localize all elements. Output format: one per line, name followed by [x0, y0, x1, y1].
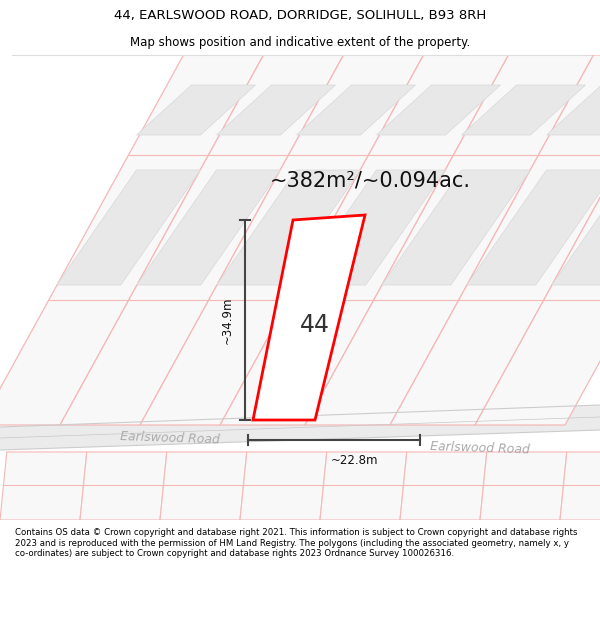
Polygon shape: [297, 170, 445, 285]
Polygon shape: [296, 85, 415, 135]
Polygon shape: [547, 85, 600, 135]
Text: ~22.8m: ~22.8m: [330, 454, 378, 466]
Text: Earlswood Road: Earlswood Road: [430, 440, 530, 456]
Polygon shape: [475, 55, 600, 425]
Polygon shape: [560, 452, 600, 520]
Polygon shape: [400, 452, 487, 520]
Polygon shape: [160, 452, 247, 520]
Polygon shape: [57, 170, 200, 285]
Text: ~34.9m: ~34.9m: [221, 296, 233, 344]
Polygon shape: [377, 85, 500, 135]
Polygon shape: [305, 55, 593, 425]
Polygon shape: [220, 55, 509, 425]
Polygon shape: [60, 55, 343, 425]
Polygon shape: [461, 85, 586, 135]
Polygon shape: [140, 55, 424, 425]
Polygon shape: [480, 452, 567, 520]
Text: Earlswood Road: Earlswood Road: [120, 430, 220, 446]
Text: 44, EARLSWOOD ROAD, DORRIDGE, SOLIHULL, B93 8RH: 44, EARLSWOOD ROAD, DORRIDGE, SOLIHULL, …: [114, 9, 486, 22]
Polygon shape: [390, 55, 600, 425]
Polygon shape: [240, 452, 327, 520]
Text: Contains OS data © Crown copyright and database right 2021. This information is : Contains OS data © Crown copyright and d…: [15, 528, 577, 558]
Polygon shape: [80, 452, 167, 520]
Polygon shape: [0, 55, 263, 425]
Polygon shape: [217, 85, 335, 135]
Polygon shape: [0, 452, 87, 520]
Polygon shape: [253, 215, 365, 420]
Polygon shape: [137, 170, 281, 285]
Polygon shape: [320, 452, 407, 520]
Polygon shape: [552, 170, 600, 285]
Polygon shape: [467, 170, 600, 285]
Polygon shape: [382, 170, 530, 285]
Text: Map shows position and indicative extent of the property.: Map shows position and indicative extent…: [130, 36, 470, 49]
Polygon shape: [217, 170, 361, 285]
Text: 44: 44: [300, 313, 330, 337]
Text: ~382m²/~0.094ac.: ~382m²/~0.094ac.: [269, 170, 470, 190]
Polygon shape: [0, 405, 600, 450]
Polygon shape: [137, 85, 256, 135]
